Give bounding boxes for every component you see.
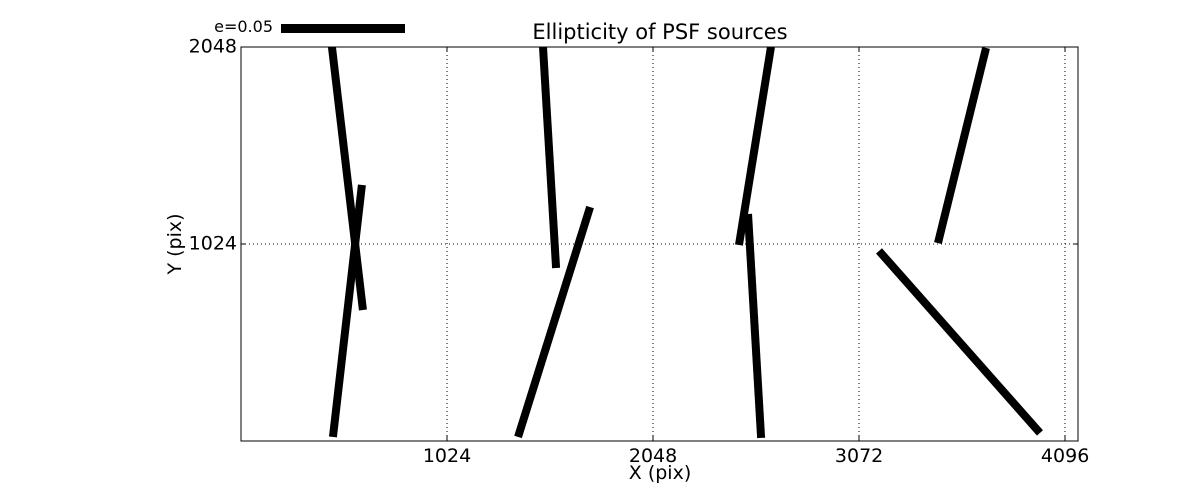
x-tick-label-2048: 2048 xyxy=(628,445,678,467)
y-axis-label: Y (pix) xyxy=(164,213,186,275)
whisker-segment-6 xyxy=(934,47,990,244)
whisker-segment-1 xyxy=(328,184,366,438)
x-tick-label-1024: 1024 xyxy=(422,445,472,467)
axes-border xyxy=(240,46,1079,442)
whisker-segment-7 xyxy=(876,248,1043,436)
whisker-segment-5 xyxy=(744,213,766,439)
legend-label: e=0.05 xyxy=(214,17,273,36)
x-axis-label: X (pix) xyxy=(628,462,692,484)
legend-key-bar xyxy=(281,24,405,33)
x-tick-label-4096: 4096 xyxy=(1040,445,1090,467)
whisker-segment-0 xyxy=(327,47,367,311)
chart-title: Ellipticity of PSF sources xyxy=(532,20,788,44)
y-tick-label-2048: 2048 xyxy=(188,35,237,58)
y-tick-label-1024: 1024 xyxy=(188,232,237,255)
whisker-segment-2 xyxy=(539,47,561,269)
x-tick-label-3072: 3072 xyxy=(834,445,884,467)
whisker-segment-4 xyxy=(735,47,775,246)
whisker-segment-3 xyxy=(514,205,594,439)
